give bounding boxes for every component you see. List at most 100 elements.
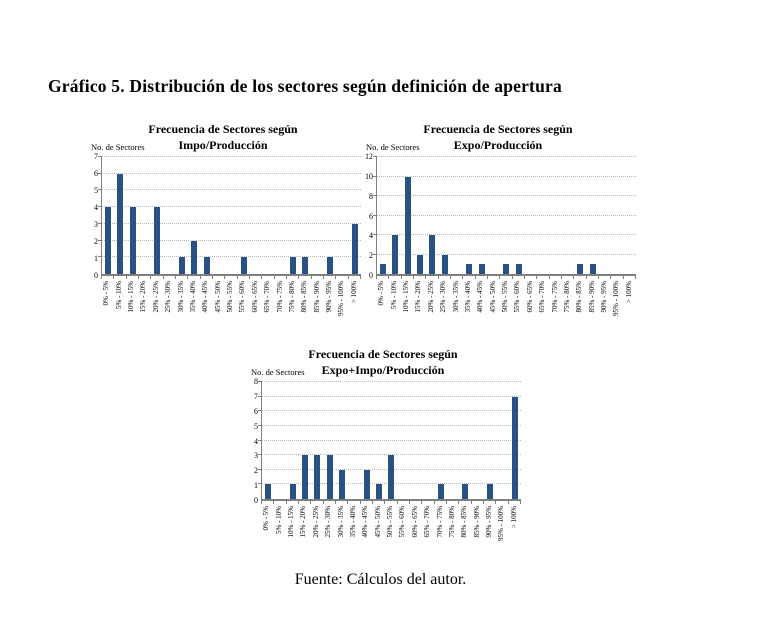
- bar-slot: [537, 157, 549, 274]
- gridline: [98, 222, 361, 224]
- x-tick-label: 10% - 15%: [401, 281, 413, 345]
- bar-slot: [459, 382, 471, 499]
- gridline: [373, 195, 636, 197]
- bar-slot: [525, 157, 537, 274]
- x-tick-label: 95% - 100%: [611, 281, 623, 345]
- bar-slot: [611, 157, 623, 274]
- x-tick: [414, 276, 427, 279]
- bar-slot: [439, 157, 451, 274]
- gridline: [373, 253, 636, 255]
- plot-column: 0% - 5% 5% - 10% 10% - 15% 15% - 20% 20% - 2…: [98, 156, 361, 345]
- x-tick-label-text: 90% - 95%: [600, 281, 609, 313]
- x-tick: [389, 276, 402, 279]
- x-tick-label-text: 20% - 25%: [151, 281, 160, 313]
- plot-area: [373, 156, 636, 276]
- bar: [515, 264, 522, 274]
- x-tick-label: 10% - 15%: [286, 506, 298, 570]
- bar-slot: [102, 157, 114, 274]
- x-tick-label-text: 95% - 100%: [497, 506, 506, 541]
- x-tick-label: 25% - 30%: [163, 281, 175, 345]
- x-tick-label-text: 80% - 85%: [575, 281, 584, 313]
- x-tick-label: > 100%: [509, 506, 521, 570]
- x-tick: [488, 276, 501, 279]
- plot-column: 0% - 5% 5% - 10% 10% - 15% 15% - 20% 20% - 2…: [373, 156, 636, 345]
- chart-title-line1: Frecuencia de Sectores según: [308, 347, 458, 361]
- x-tick: [509, 501, 521, 504]
- x-tick-label-text: 35% - 40%: [463, 281, 472, 313]
- bar-slot: [385, 382, 397, 499]
- x-tick: [550, 276, 562, 279]
- chart-title: Frecuencia de Sectores según Expo/Produc…: [360, 122, 636, 154]
- x-tick-label-text: 55% - 60%: [513, 281, 522, 313]
- x-tick-label: 80% - 85%: [299, 281, 311, 345]
- x-tick: [562, 276, 575, 279]
- bar: [466, 264, 473, 274]
- bar: [105, 207, 112, 274]
- y-axis: 0 1 2 3 4 5 6 7 8: [245, 378, 261, 505]
- x-tick: [324, 276, 337, 279]
- bar-slot: [287, 157, 299, 274]
- x-tick: [139, 276, 152, 279]
- bar: [129, 207, 136, 274]
- x-tick-label: 15% - 20%: [298, 506, 310, 570]
- x-tick-label: 20% - 25%: [311, 506, 323, 570]
- y-tick-label: 10: [365, 171, 373, 181]
- bar-slot: [574, 157, 586, 274]
- bar-slot: [410, 382, 422, 499]
- x-tick-label-text: 0% - 5%: [377, 281, 386, 306]
- gridline: [258, 410, 521, 412]
- x-tick-label: 90% - 95%: [599, 281, 611, 345]
- x-tick-label-text: 5% - 10%: [274, 506, 283, 534]
- x-tick: [114, 276, 127, 279]
- x-tick-label: 30% - 35%: [175, 281, 187, 345]
- bar-slot: [238, 157, 250, 274]
- x-tick-label-text: 95% - 100%: [337, 281, 346, 316]
- x-tick-label-text: 20% - 25%: [426, 281, 435, 313]
- x-tick: [287, 501, 299, 504]
- x-tick-label-text: 75% - 80%: [562, 281, 571, 313]
- x-tick-label: 25% - 30%: [323, 506, 335, 570]
- x-tick: [164, 276, 176, 279]
- y-tick-label: 5: [254, 421, 258, 431]
- bar-slot: [414, 157, 426, 274]
- x-tick: [262, 276, 275, 279]
- x-tick-label: 95% - 100%: [336, 281, 348, 345]
- bar: [429, 235, 436, 274]
- gridline: [258, 395, 521, 397]
- gridline: [373, 156, 636, 157]
- x-tick-label-text: 70% - 75%: [550, 281, 559, 313]
- bar-slot: [500, 157, 512, 274]
- bar: [503, 264, 510, 274]
- bar-slot: [509, 382, 521, 499]
- bar-slot: [225, 157, 237, 274]
- x-tick-label: 65% - 70%: [537, 281, 549, 345]
- x-tick-label: 50% - 55%: [500, 281, 512, 345]
- x-tick: [496, 501, 509, 504]
- x-tick-label-text: 30% - 35%: [336, 506, 345, 538]
- x-tick: [287, 276, 300, 279]
- chart-title-line2: Expo+Impo/Producción: [321, 362, 445, 377]
- y-tick-label: 4: [254, 436, 258, 446]
- y-tick-label: 7: [94, 152, 98, 161]
- x-tick-label: 55% - 60%: [397, 506, 409, 570]
- bar-slot: [312, 157, 324, 274]
- x-labels: 0% - 5% 5% - 10% 10% - 15% 15% - 20% 20% - 2…: [101, 281, 361, 345]
- gridline: [373, 175, 636, 177]
- plot-column: 0% - 5% 5% - 10% 10% - 15% 15% - 20% 20% - 2…: [258, 381, 521, 570]
- x-tick: [402, 276, 414, 279]
- x-axis-ticks: [101, 276, 361, 279]
- y-tick-label: 2: [369, 251, 373, 261]
- bar-slot: [472, 382, 484, 499]
- x-tick: [484, 501, 497, 504]
- x-tick: [312, 276, 324, 279]
- x-tick: [476, 276, 488, 279]
- x-tick: [348, 501, 361, 504]
- bar-slot: [488, 157, 500, 274]
- bar-slot: [562, 157, 574, 274]
- x-tick: [373, 501, 386, 504]
- x-tick-label-text: 15% - 20%: [139, 281, 148, 313]
- bar: [404, 176, 411, 274]
- x-tick: [349, 276, 361, 279]
- bar: [289, 484, 296, 499]
- chart-body: 0 1 2 3 4 5 6 7 0% - 5% 5% - 10% 10% - 15% 15% - 2…: [85, 153, 361, 345]
